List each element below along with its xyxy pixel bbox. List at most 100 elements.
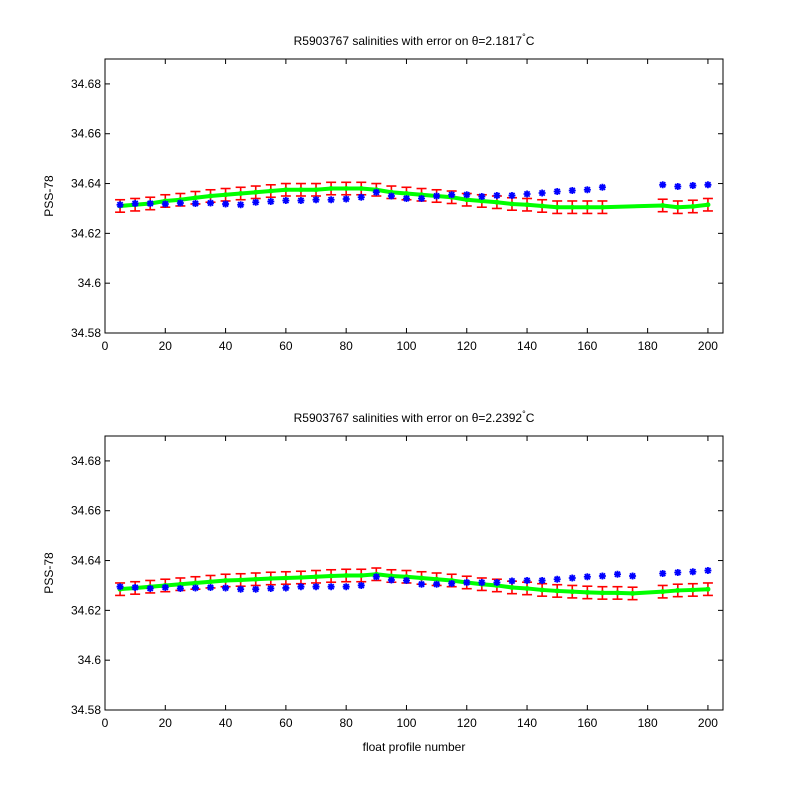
mapped-salinity-point xyxy=(223,577,229,583)
measured-salinity-point xyxy=(282,196,290,204)
chart-title-main: R5903767 salinities with error on θ=2.23… xyxy=(294,411,523,425)
mapped-salinity-point xyxy=(614,590,620,596)
mapped-salinity-point xyxy=(539,587,545,593)
x-tick-label: 0 xyxy=(102,716,109,730)
x-tick-label: 100 xyxy=(396,339,416,353)
x-tick-label: 100 xyxy=(396,716,416,730)
chart-theta-2-2392: 0 20 40 60 80 100 120 140 160 180 200 34.58 34.6 34.6… xyxy=(42,409,724,754)
y-tick-label: 34.62 xyxy=(71,226,101,240)
mapped-salinity-point xyxy=(208,579,214,585)
measured-salinity-point xyxy=(131,583,139,591)
measured-salinity-point xyxy=(387,576,395,584)
y-tick-label: 34.64 xyxy=(71,177,101,191)
x-tick-label: 120 xyxy=(457,716,477,730)
mapped-salinity-point xyxy=(358,186,364,192)
measured-salinity-point xyxy=(312,583,320,591)
measured-salinity-point xyxy=(493,192,501,200)
measured-salinity-point xyxy=(252,585,260,593)
measured-salinity-point xyxy=(448,579,456,587)
x-tick-label: 80 xyxy=(339,716,353,730)
chart-title: R5903767 salinities with error on θ=2.18… xyxy=(294,32,535,48)
mapped-salinity-point xyxy=(388,573,394,579)
measured-salinity-point xyxy=(342,195,350,203)
y-tick-label: 34.64 xyxy=(71,554,101,568)
measured-salinity-point xyxy=(131,199,139,207)
x-tick-label: 200 xyxy=(698,716,718,730)
y-tick-label: 34.58 xyxy=(71,703,101,717)
measured-salinity-point xyxy=(553,188,561,196)
measured-salinity-point xyxy=(478,192,486,200)
measured-salinity-point xyxy=(704,181,712,189)
mapped-salinity-point xyxy=(403,191,409,197)
measured-salinity-point xyxy=(357,581,365,589)
measured-salinity-point xyxy=(659,181,667,189)
mapped-salinity-point xyxy=(509,584,515,590)
mapped-salinity-point xyxy=(690,587,696,593)
mapped-salinity-point xyxy=(524,585,530,591)
measured-salinity-point xyxy=(508,577,516,585)
y-axis-label: PSS-78 xyxy=(42,552,56,594)
measured-salinity-point xyxy=(433,580,441,588)
mapped-salinity-point xyxy=(434,576,440,582)
mapped-salinity-point xyxy=(675,587,681,593)
mapped-salinity-point xyxy=(343,186,349,192)
measured-salinity-point xyxy=(191,584,199,592)
chart-title-degree: ° xyxy=(522,32,526,42)
x-tick-label: 160 xyxy=(577,339,597,353)
measured-salinity-point xyxy=(598,183,606,191)
chart-title: R5903767 salinities with error on θ=2.23… xyxy=(294,409,535,425)
mapped-salinity-point xyxy=(223,192,229,198)
measured-salinity-point xyxy=(207,583,215,591)
measured-salinity-point xyxy=(568,574,576,582)
measured-salinity-series xyxy=(116,567,712,593)
measured-salinity-point xyxy=(689,182,697,190)
measured-salinity-point xyxy=(568,187,576,195)
measured-salinity-point xyxy=(342,583,350,591)
measured-salinity-point xyxy=(463,578,471,586)
measured-salinity-point xyxy=(463,191,471,199)
measured-salinity-point xyxy=(357,193,365,201)
x-tick-label: 40 xyxy=(219,716,233,730)
measured-salinity-point xyxy=(116,201,124,209)
measured-salinity-point xyxy=(598,572,606,580)
mapped-salinity-point xyxy=(630,590,636,596)
measured-salinity-point xyxy=(689,568,697,576)
measured-salinity-point xyxy=(222,584,230,592)
mapped-salinity-point xyxy=(419,575,425,581)
measured-salinity-point xyxy=(237,585,245,593)
chart-theta-2-1817: 0 20 40 60 80 100 120 140 160 180 200 34.58 34.6 34.6… xyxy=(42,32,724,353)
y-tick-label: 34.6 xyxy=(78,653,102,667)
measured-salinity-point xyxy=(629,572,637,580)
measured-salinity-point xyxy=(402,576,410,584)
y-tick-label: 34.66 xyxy=(71,127,101,141)
y-axis-label: PSS-78 xyxy=(42,175,56,217)
measured-salinity-point xyxy=(372,573,380,581)
measured-salinity-point xyxy=(161,583,169,591)
mapped-salinity-point xyxy=(524,202,530,208)
chart-title-main: R5903767 salinities with error on θ=2.18… xyxy=(294,34,523,48)
measured-salinity-point xyxy=(237,201,245,209)
mapped-salinity-point xyxy=(298,574,304,580)
plot-frame xyxy=(104,58,724,334)
x-tick-label: 60 xyxy=(279,339,293,353)
measured-salinity-point xyxy=(222,200,230,208)
measured-salinity-point xyxy=(674,183,682,191)
mapped-salinity-point xyxy=(328,186,334,192)
mapped-salinity-point xyxy=(584,589,590,595)
measured-salinity-point xyxy=(704,567,712,575)
measured-salinity-point xyxy=(327,196,335,204)
x-tick-label: 120 xyxy=(457,339,477,353)
measured-salinity-point xyxy=(191,199,199,207)
measured-salinity-point xyxy=(146,199,154,207)
measured-salinity-point xyxy=(553,575,561,583)
measured-salinity-point xyxy=(538,189,546,197)
measured-salinity-point xyxy=(583,573,591,581)
y-tick-label: 34.6 xyxy=(78,276,102,290)
measured-salinity-point xyxy=(312,196,320,204)
mapped-salinity-point xyxy=(177,581,183,587)
mapped-salinity-point xyxy=(660,202,666,208)
mapped-salinity-point xyxy=(253,576,259,582)
measured-salinity-point xyxy=(613,570,621,578)
